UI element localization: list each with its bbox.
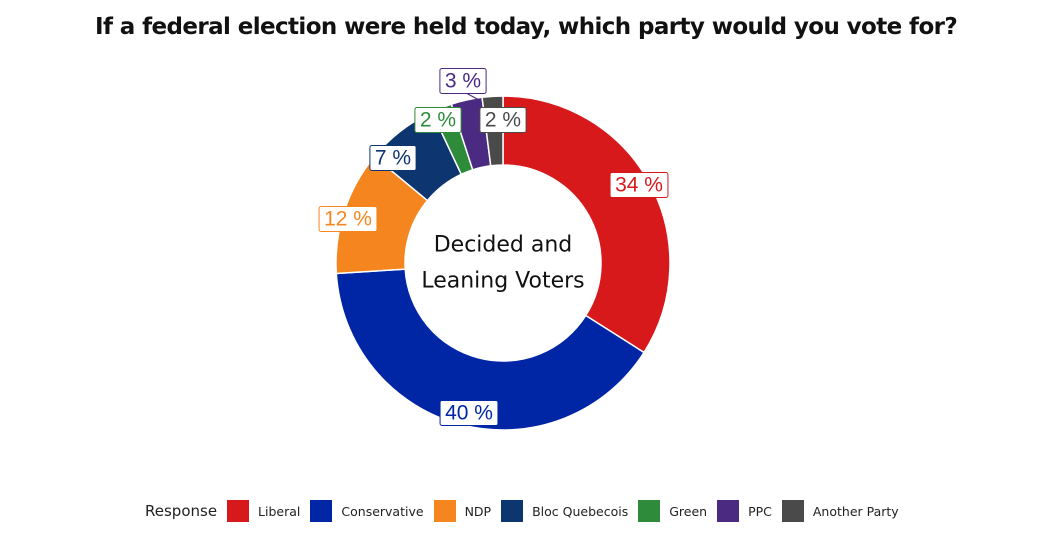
data-label-text: 3 %: [445, 70, 481, 93]
legend-swatch: [433, 500, 456, 522]
data-label-box: [318, 206, 378, 232]
data-label-box: [439, 68, 487, 94]
data-label-text: 2 %: [420, 109, 456, 132]
legend-item-liberal: Liberal: [227, 500, 300, 522]
data-label-box: [369, 145, 417, 171]
data-label-another-party: 2 %: [479, 107, 527, 133]
legend-swatch: [501, 500, 524, 522]
label-leader-line: [465, 92, 482, 102]
donut-chart: 34 %40 %12 %7 %2 %3 %2 %Decided andLeani…: [318, 68, 671, 431]
data-label-box: [609, 172, 669, 198]
legend-swatch: [781, 500, 804, 522]
data-label-bloc-quebecois: 7 %: [369, 145, 417, 171]
legend-label: Bloc Quebecois: [532, 503, 629, 519]
data-label-text: 2 %: [485, 109, 521, 132]
data-label-conservative: 40 %: [439, 400, 499, 426]
legend: Response Liberal Conservative NDP Bloc Q…: [145, 500, 909, 522]
legend-item-green: Green: [638, 500, 707, 522]
data-label-green: 2 %: [414, 107, 462, 133]
data-label-liberal: 34 %: [609, 172, 669, 198]
data-label-text: 34 %: [615, 174, 663, 197]
legend-label: Liberal: [258, 503, 301, 519]
data-label-text: 12 %: [324, 208, 372, 231]
legend-swatch: [638, 500, 661, 522]
legend-title: Response: [145, 502, 218, 520]
legend-label: Another Party: [812, 503, 899, 519]
legend-label: Green: [669, 503, 708, 519]
legend-item-ndp: NDP: [433, 500, 492, 522]
donut-slice-conservative: [335, 268, 646, 431]
legend-label: PPC: [748, 503, 772, 519]
data-label-ndp: 12 %: [318, 206, 378, 232]
center-label-line: Leaning Voters: [421, 269, 584, 294]
legend-swatch: [717, 500, 740, 522]
donut-slice-liberal: [502, 95, 671, 354]
data-label-ppc: 3 %: [439, 68, 487, 94]
center-label-line: Decided and: [434, 233, 573, 258]
legend-item-conservative: Conservative: [310, 500, 424, 522]
legend-swatch: [310, 500, 333, 522]
data-label-text: 40 %: [445, 402, 493, 425]
data-label-box: [439, 400, 499, 426]
chart-title: If a federal election were held today, w…: [95, 14, 958, 40]
legend-item-ppc: PPC: [717, 500, 772, 522]
legend-label: Conservative: [341, 503, 424, 519]
data-label-box: [414, 107, 462, 133]
data-label-text: 7 %: [375, 147, 411, 170]
legend-item-bloc-quebecois: Bloc Quebecois: [501, 500, 628, 522]
legend-label: NDP: [464, 503, 492, 519]
legend-swatch: [227, 500, 250, 522]
legend-item-another-party: Another Party: [781, 500, 899, 522]
data-label-box: [479, 107, 527, 133]
